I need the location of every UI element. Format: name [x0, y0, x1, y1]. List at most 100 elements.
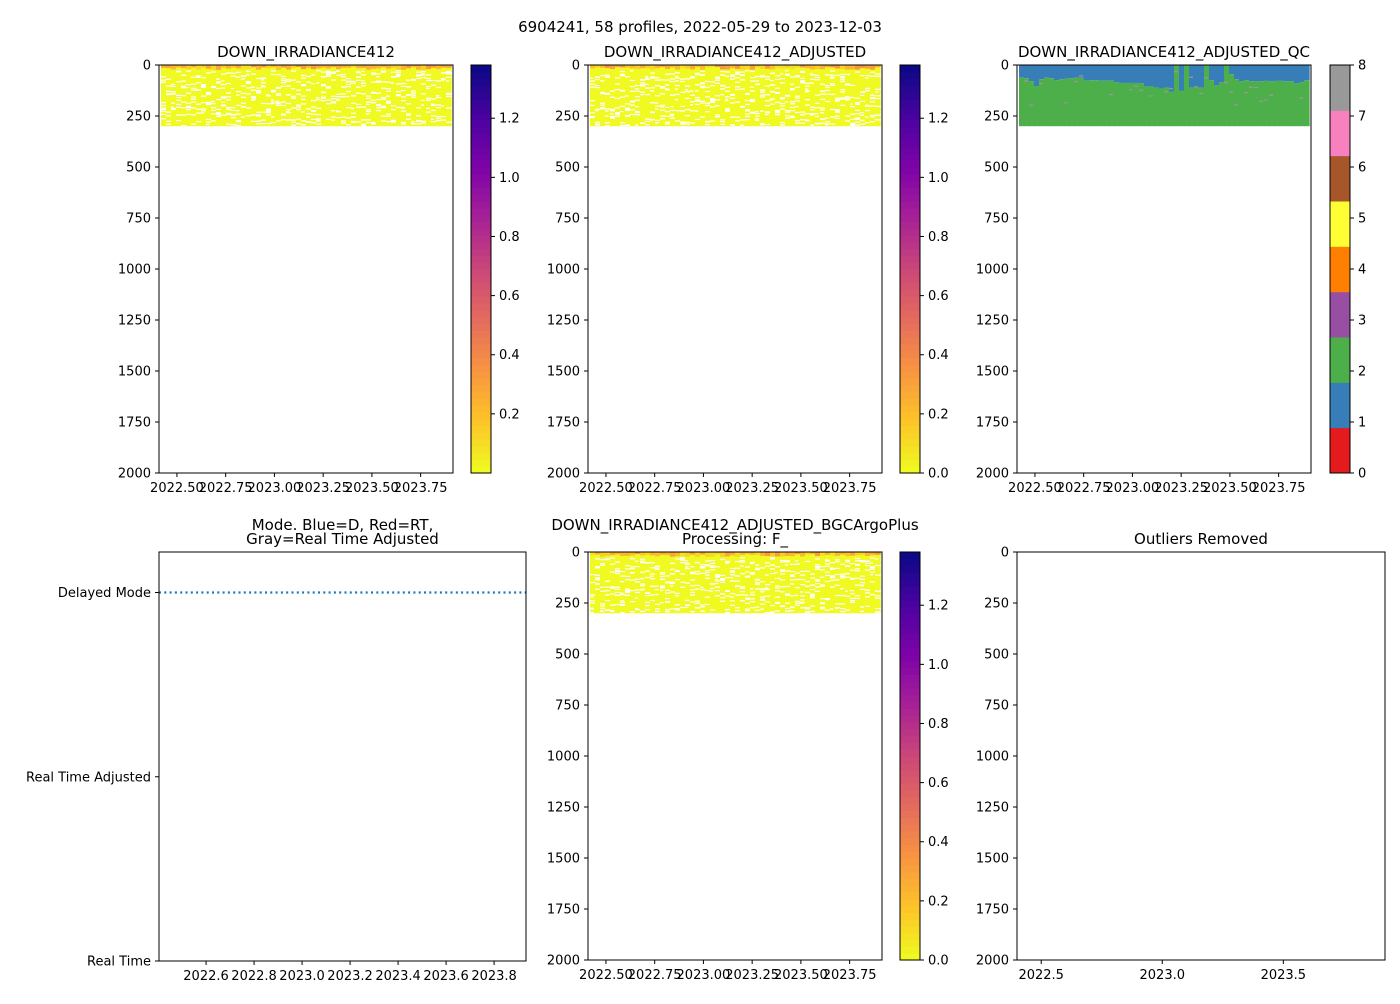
gap-cell — [655, 79, 665, 81]
qc8-cell — [1079, 75, 1084, 77]
colorbar-segment — [900, 660, 920, 669]
colorbar-segment — [900, 756, 920, 764]
gap-cell — [765, 587, 769, 589]
qc2-cell — [1269, 81, 1275, 127]
gap-cell — [326, 87, 332, 89]
surface-cell — [411, 65, 417, 68]
gap-cell — [251, 73, 257, 75]
gap-cell — [840, 603, 847, 605]
profile-cell — [780, 552, 786, 614]
gap-cell — [685, 562, 690, 564]
gap-cell — [790, 583, 795, 585]
gap-cell — [790, 110, 797, 112]
gap-cell — [685, 563, 692, 566]
gap-cell — [386, 115, 395, 117]
gap-cell — [376, 104, 384, 106]
colorbar-segment — [471, 262, 491, 270]
colorbar-segment — [1330, 382, 1350, 429]
gap-cell — [615, 97, 623, 100]
gap-cell — [810, 597, 819, 599]
colorbar-segment — [900, 173, 920, 182]
gap-cell — [630, 579, 638, 581]
gap-cell — [745, 99, 753, 102]
gap-cell — [770, 72, 777, 74]
gap-cell — [750, 111, 757, 113]
surface-cell — [186, 65, 192, 70]
gap-cell — [865, 592, 874, 594]
gap-cell — [241, 75, 247, 78]
x-tick-label: 2023.75 — [394, 481, 448, 496]
gap-cell — [835, 110, 840, 112]
gap-cell — [306, 120, 312, 123]
surface-cell — [665, 65, 671, 70]
gap-cell — [311, 113, 317, 115]
qc1-cell — [1299, 65, 1305, 83]
profile-cell — [805, 552, 811, 614]
qc1-cell — [1194, 65, 1200, 88]
gap-cell — [411, 79, 419, 81]
x-tick-label: 2023.50 — [345, 481, 399, 496]
gap-cell — [860, 114, 865, 116]
gap-cell — [730, 116, 740, 118]
gap-cell — [725, 562, 730, 564]
gap-cell — [795, 602, 805, 604]
colorbar-segment — [900, 248, 920, 256]
qc1-cell — [1179, 65, 1185, 91]
colorbar-segment — [900, 694, 920, 703]
gap-cell — [635, 106, 639, 108]
qc1-cell — [1124, 65, 1130, 83]
profile-cell — [700, 65, 706, 127]
gap-cell — [855, 117, 862, 119]
qc2-cell — [1189, 87, 1195, 127]
gap-cell — [605, 110, 609, 112]
gap-cell — [281, 119, 290, 121]
qc8-cell — [1254, 86, 1259, 89]
axes-frame — [158, 551, 527, 962]
gap-cell — [366, 113, 370, 115]
gap-cell — [620, 70, 626, 73]
colorbar-segment — [900, 620, 920, 628]
gap-cell — [820, 122, 830, 124]
gap-cell — [750, 86, 754, 88]
gap-cell — [730, 571, 738, 573]
colorbar-segment — [900, 932, 920, 941]
gap-cell — [321, 76, 329, 78]
gap-cell — [196, 76, 201, 78]
gap-cell — [620, 603, 629, 606]
qc8-cell — [1229, 91, 1234, 93]
qc1-cell — [1019, 65, 1025, 78]
gap-cell — [675, 110, 682, 112]
surface-cell — [660, 552, 666, 555]
gap-cell — [301, 103, 308, 105]
colorbar-segment — [900, 939, 920, 947]
surface-cell — [815, 65, 821, 70]
y-tick-label: 500 — [126, 161, 151, 176]
gap-cell — [171, 106, 175, 109]
gap-cell — [256, 77, 264, 80]
gap-cell — [760, 581, 765, 583]
gap-cell — [775, 78, 784, 81]
surface-cell — [825, 552, 831, 555]
profile-cell — [650, 552, 656, 614]
gap-cell — [406, 113, 413, 115]
colorbar-segment — [900, 898, 920, 907]
gap-cell — [416, 75, 422, 77]
gap-cell — [825, 123, 834, 125]
colorbar-segment — [471, 255, 491, 263]
profile-cell — [326, 65, 332, 127]
gap-cell — [840, 575, 846, 577]
qc8-cell — [1029, 104, 1034, 106]
gap-cell — [366, 119, 372, 121]
surface-cell — [875, 65, 881, 68]
x-tick-label: 2023.50 — [774, 968, 828, 983]
gap-cell — [780, 121, 785, 124]
gap-cell — [630, 558, 637, 560]
qc2-cell — [1214, 85, 1220, 127]
qc1-cell — [1229, 65, 1235, 75]
gap-cell — [261, 122, 268, 125]
gap-cell — [376, 73, 385, 75]
gap-cell — [815, 115, 819, 118]
colorbar-segment — [900, 864, 920, 873]
gap-cell — [391, 109, 398, 111]
gap-cell — [665, 84, 670, 86]
